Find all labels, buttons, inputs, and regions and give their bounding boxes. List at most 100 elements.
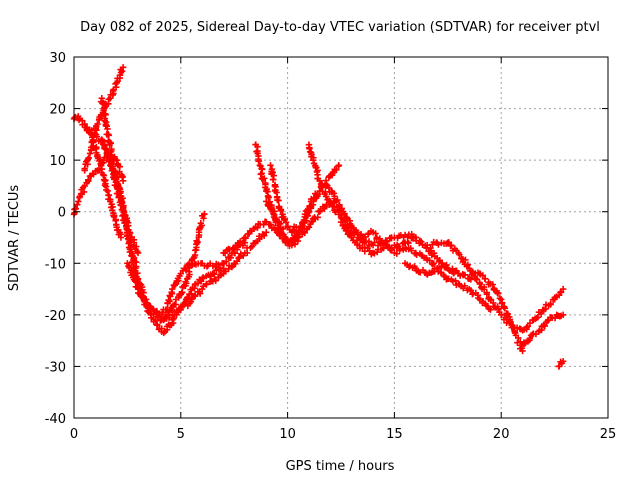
data-point <box>119 206 126 213</box>
data-point <box>282 234 289 241</box>
y-tick-label: 30 <box>49 51 66 66</box>
y-tick-label: 10 <box>49 154 66 169</box>
data-point <box>498 311 505 319</box>
data-point <box>468 271 475 279</box>
data-point <box>100 107 107 114</box>
data-point <box>408 247 415 254</box>
data-point <box>126 244 134 251</box>
data-point <box>265 202 272 210</box>
data-point <box>489 281 496 288</box>
data-point <box>254 224 261 231</box>
series-track-19 <box>555 358 567 370</box>
data-point <box>483 291 491 298</box>
data-point <box>165 296 172 304</box>
data-point <box>119 64 127 71</box>
data-point <box>193 237 200 245</box>
data-point <box>292 223 300 231</box>
data-point <box>317 207 324 214</box>
data-point <box>236 253 243 261</box>
data-point <box>134 269 141 277</box>
data-point <box>194 280 202 287</box>
data-point <box>203 263 211 270</box>
x-tick-label: 15 <box>386 427 403 442</box>
data-point <box>306 144 313 151</box>
data-point <box>559 358 567 365</box>
data-point <box>271 211 278 219</box>
data-point <box>118 67 126 75</box>
data-point <box>335 162 343 169</box>
x-axis-label: GPS time / hours <box>286 459 395 474</box>
data-point <box>197 219 205 227</box>
data-point <box>127 242 135 250</box>
data-point <box>275 197 282 204</box>
data-point <box>80 188 88 196</box>
data-point <box>260 232 268 239</box>
data-point <box>132 277 139 285</box>
data-point <box>430 260 437 267</box>
data-point <box>559 285 567 293</box>
data-point <box>487 306 494 313</box>
data-point <box>263 229 270 236</box>
data-point <box>314 214 321 221</box>
grid-lines <box>74 57 608 418</box>
plot-frame <box>73 56 609 419</box>
data-point <box>93 133 101 140</box>
data-point <box>311 195 318 203</box>
data-point <box>263 198 270 205</box>
data-point <box>277 207 285 214</box>
x-axis: 0 5 10 15 20 25 <box>70 57 616 442</box>
series-track-12 <box>267 162 300 236</box>
data-point <box>501 305 509 312</box>
data-points <box>70 64 567 370</box>
data-point <box>255 157 263 165</box>
data-point <box>257 171 264 178</box>
data-point <box>322 177 330 184</box>
series-track-13 <box>305 141 419 249</box>
data-point <box>84 155 92 163</box>
y-tick-label: -40 <box>45 412 66 427</box>
y-axis: -40 -30 -20 -10 0 10 20 30 <box>45 51 608 427</box>
data-point <box>85 178 92 185</box>
series-track-11 <box>263 162 343 246</box>
data-point <box>154 321 161 329</box>
data-point <box>456 251 463 258</box>
data-point <box>235 254 242 262</box>
data-point <box>163 306 171 313</box>
data-point <box>354 229 361 236</box>
data-point <box>102 145 110 152</box>
data-point <box>337 218 345 226</box>
data-point <box>464 261 472 268</box>
data-point <box>152 317 159 324</box>
data-point <box>333 166 340 174</box>
data-point <box>212 277 219 284</box>
series-track-8 <box>160 229 270 324</box>
data-point <box>334 196 341 204</box>
x-tick-label: 5 <box>177 427 185 442</box>
data-point <box>541 322 548 330</box>
data-point <box>481 275 489 283</box>
data-point <box>534 314 542 321</box>
data-point <box>107 162 114 169</box>
data-point <box>341 210 348 217</box>
data-point <box>314 191 322 198</box>
data-point <box>265 194 272 201</box>
data-point <box>227 254 234 261</box>
data-point <box>222 258 230 265</box>
data-point <box>112 178 120 186</box>
data-point <box>171 282 178 289</box>
x-tick-label: 0 <box>70 427 78 442</box>
data-point <box>496 295 504 302</box>
data-point <box>304 208 312 215</box>
x-tick-label: 10 <box>279 427 296 442</box>
data-point <box>293 232 301 240</box>
data-point <box>73 201 81 208</box>
series-track-15 <box>337 218 494 313</box>
data-point <box>169 285 176 293</box>
data-point <box>94 120 101 128</box>
data-point <box>366 247 373 254</box>
series-track-18 <box>519 311 567 349</box>
data-point <box>461 282 468 290</box>
series-track-7 <box>124 239 249 319</box>
data-point <box>547 300 554 308</box>
data-point <box>182 265 190 272</box>
